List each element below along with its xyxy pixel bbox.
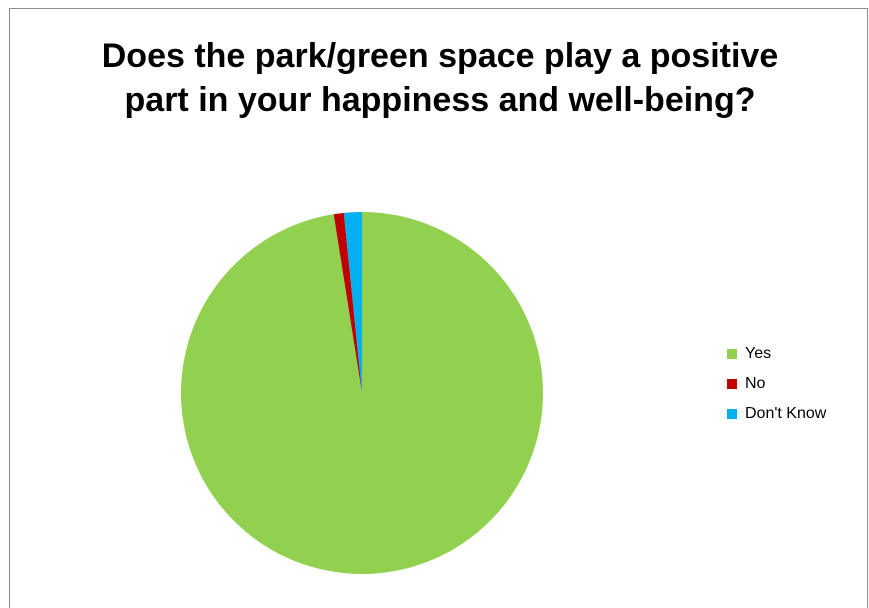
legend-swatch-no [727, 379, 737, 389]
legend-item-yes: Yes [727, 340, 826, 368]
legend-item-no: No [727, 370, 826, 398]
pie-slice-yes [181, 212, 544, 575]
legend: Yes No Don't Know [727, 340, 826, 430]
legend-swatch-dont-know [727, 409, 737, 419]
chart-title: Does the park/green space play a positiv… [101, 37, 779, 119]
legend-label-dont-know: Don't Know [745, 405, 827, 422]
legend-item-dont-know: Don't Know [727, 400, 826, 428]
pie-slice-dont-know [343, 212, 362, 393]
pie-chart [181, 212, 544, 575]
legend-label-no: No [745, 375, 766, 392]
legend-label-yes: Yes [745, 345, 772, 362]
pie-slice-no [333, 212, 362, 393]
legend-swatch-yes [727, 349, 737, 359]
